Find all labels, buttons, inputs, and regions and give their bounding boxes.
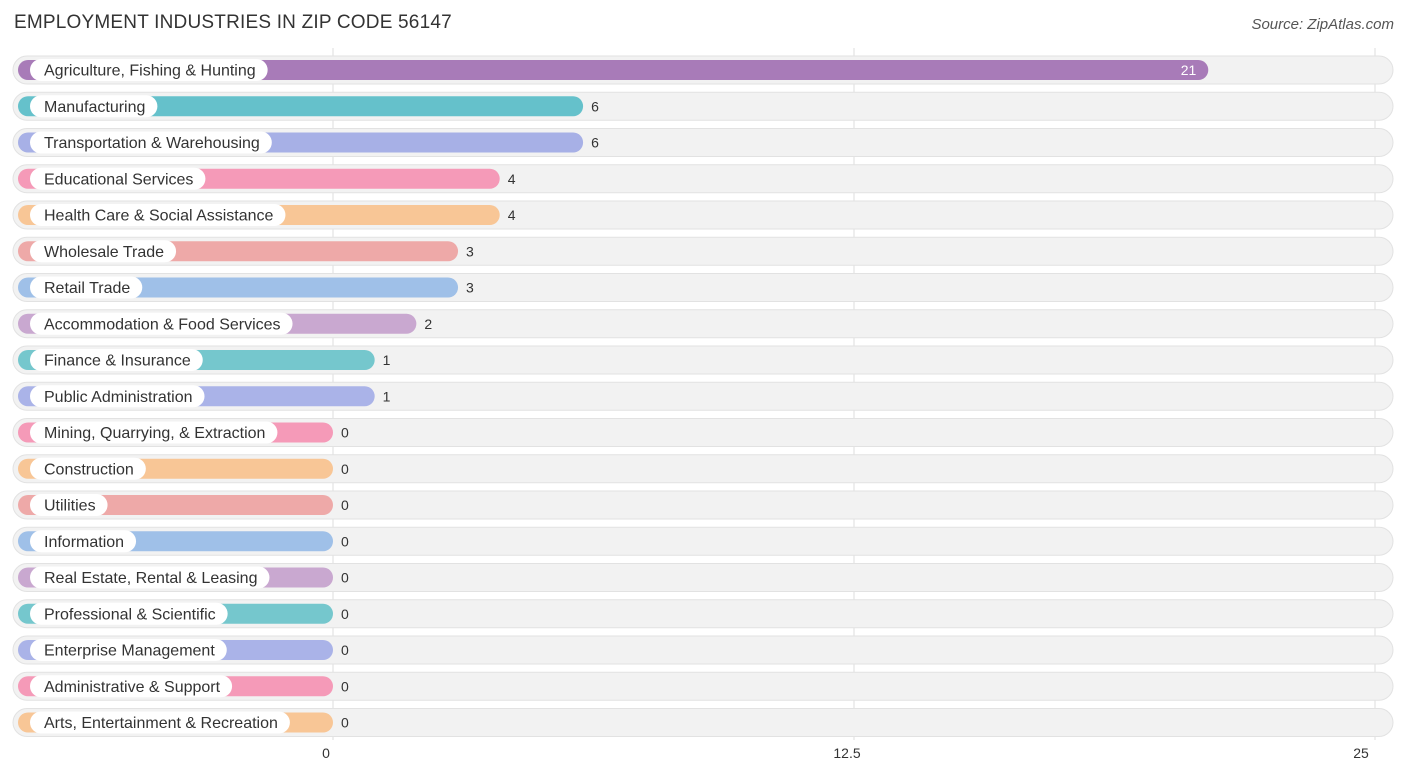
row-track (12, 418, 1394, 447)
row-track (12, 708, 1394, 737)
value-label: 0 (341, 425, 349, 441)
value-label: 4 (508, 207, 516, 223)
row-track (12, 635, 1394, 665)
bar-label-pill (30, 711, 290, 734)
bar-label: Educational Services (44, 171, 193, 188)
value-label: 1 (383, 352, 391, 368)
bar-label: Mining, Quarrying, & Extraction (44, 425, 265, 442)
row-track (12, 671, 1394, 701)
bar-label: Finance & Insurance (44, 353, 191, 370)
value-label: 2 (424, 316, 432, 332)
bar-label-pill (30, 167, 206, 190)
bar-label-pill (30, 602, 228, 625)
row-track (12, 454, 1394, 484)
bar-label: Retail Trade (44, 280, 130, 297)
bar-label-pill (30, 204, 286, 226)
chart-title: EMPLOYMENT INDUSTRIES IN ZIP CODE 56147 (14, 12, 452, 33)
bar-label: Real Estate, Rental & Leasing (44, 570, 257, 587)
value-label: 4 (508, 171, 516, 187)
tick-label: 25 (1353, 745, 1369, 761)
source-credit: Source: ZipAtlas.com (1251, 16, 1394, 33)
value-label: 6 (591, 135, 599, 151)
bar-label: Agriculture, Fishing & Hunting (44, 63, 256, 80)
bar-label: Enterprise Management (44, 643, 215, 660)
value-label: 1 (383, 388, 391, 404)
bar-label: Wholesale Trade (44, 244, 164, 261)
value-label: 0 (341, 606, 349, 622)
value-label: 0 (341, 533, 349, 549)
row-track (12, 526, 1394, 556)
bar-label-pill (30, 276, 143, 299)
bar-label-pill (30, 312, 293, 335)
bar-label-pill (30, 349, 203, 371)
bar-label-pill (30, 494, 108, 516)
row-track (12, 599, 1394, 629)
bar (18, 60, 1209, 80)
bar-label: Public Administration (44, 389, 193, 406)
bar-label-pill (30, 566, 270, 589)
bar-label-pill (30, 421, 278, 444)
bar-label-pill (30, 59, 268, 81)
bar-label: Information (44, 534, 124, 551)
bar-label-pill (30, 639, 227, 661)
value-label: 0 (341, 678, 349, 694)
row-track (12, 490, 1394, 520)
bar-label: Accommodation & Food Services (44, 316, 281, 333)
row-track (12, 563, 1394, 592)
value-label: 21 (1181, 62, 1197, 78)
bar-label: Transportation & Warehousing (44, 135, 260, 152)
bar-label-pill (30, 675, 233, 698)
bar-label-pill (30, 240, 177, 263)
bar-label-pill (30, 530, 137, 553)
value-label: 3 (466, 280, 474, 296)
value-label: 0 (341, 497, 349, 513)
bar-label: Health Care & Social Assistance (44, 208, 274, 225)
value-label: 0 (341, 715, 349, 731)
bar-label-pill (30, 457, 146, 480)
tick-label: 0 (322, 745, 330, 761)
bar-label-pill (30, 131, 272, 154)
bar-label-pill (30, 385, 205, 408)
bar-label-pill (30, 95, 158, 118)
bar-label: Administrative & Support (44, 679, 221, 696)
bar-label: Construction (44, 461, 134, 478)
bar-label: Utilities (44, 498, 96, 515)
tick-label: 12.5 (833, 745, 860, 761)
value-label: 0 (341, 642, 349, 658)
bar (18, 96, 584, 117)
value-label: 0 (341, 461, 349, 477)
value-label: 3 (466, 243, 474, 259)
value-label: 6 (591, 98, 599, 114)
bar-label: Manufacturing (44, 99, 145, 116)
value-label: 0 (341, 570, 349, 586)
bar-label: Arts, Entertainment & Recreation (44, 715, 278, 732)
bar-label: Professional & Scientific (44, 606, 216, 623)
